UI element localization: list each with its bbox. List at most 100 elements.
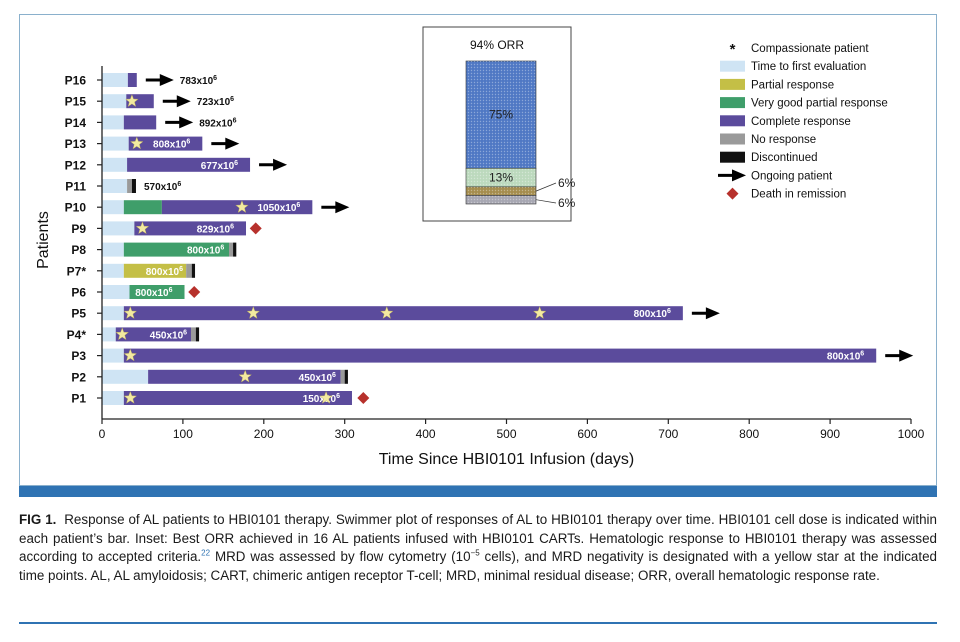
- x-tick-label: 900: [820, 427, 840, 441]
- bar-segment-time-to-first-evaluation: [102, 285, 130, 299]
- ongoing-arrow-icon: [321, 201, 350, 214]
- caption-ref[interactable]: 22: [201, 548, 211, 558]
- caption-text-3: cells), and MRD negativity is designated…: [19, 549, 937, 583]
- mrd-star-icon: [532, 306, 547, 319]
- patient-row-P6: 800x106 P6: [71, 285, 201, 300]
- death-diamond-icon: [357, 392, 370, 404]
- caption-text-1: Response of AL patients to HBI0101 thera…: [19, 512, 937, 564]
- legend-item-time-to-first-evaluation: Time to first evaluation: [720, 60, 866, 73]
- inset-leader-line: [535, 199, 557, 204]
- patient-row-P2: 450x106 P2: [71, 369, 348, 384]
- legend-swatch: [720, 78, 745, 90]
- x-tick-label: 400: [416, 427, 436, 441]
- bar-segment-time-to-first-evaluation: [102, 136, 129, 151]
- inset-label: 13%: [489, 171, 513, 185]
- inset-segment-complete-response: 75%: [465, 60, 537, 169]
- bar-segment-time-to-first-evaluation: [102, 157, 128, 172]
- legend-item-discontinued: Discontinued: [720, 151, 817, 164]
- patient-row-P14: 892x106 P14: [65, 115, 237, 130]
- legend-label: Very good partial response: [751, 98, 888, 110]
- patient-label: P14: [65, 116, 87, 130]
- legend-swatch: [720, 97, 745, 109]
- x-tick-label: 700: [658, 427, 678, 441]
- inset-segment-very-good-partial-response: 13%: [465, 167, 537, 188]
- legend-item-very-good-partial-response: Very good partial response: [720, 97, 888, 110]
- patient-row-P13: 808x106 P13: [65, 136, 240, 151]
- diamond-icon: [726, 187, 739, 200]
- x-tick-label: 300: [335, 427, 355, 441]
- patient-label: P11: [65, 180, 86, 194]
- inset-bar-texture: [466, 186, 536, 196]
- bar-segment-discontinued: [131, 179, 136, 193]
- ongoing-arrow-icon-head: [159, 74, 174, 86]
- bar-segment-very-good-partial-response: [123, 200, 162, 215]
- bottom-rule: [19, 622, 937, 624]
- bar-segment-time-to-first-evaluation: [102, 200, 124, 215]
- patient-label: P12: [65, 158, 87, 172]
- patient-label: P13: [65, 137, 87, 151]
- patient-label: P8: [71, 243, 86, 257]
- x-tick-label: 1000: [898, 427, 925, 441]
- inset-bar-texture: [466, 61, 536, 169]
- mrd-star-icon: [130, 136, 144, 150]
- legend-label: Partial response: [751, 79, 834, 91]
- mrd-star-icon: [246, 306, 261, 319]
- swimmer-chart: 783x106P16723x106P15892x106P14808x106P13…: [35, 26, 925, 468]
- bar-segment-very-good-partial-response: [129, 285, 185, 299]
- ongoing-arrow-icon-head: [899, 349, 914, 362]
- dose-label-P12: 677x106: [201, 160, 238, 172]
- patient-label: P4*: [67, 328, 87, 342]
- asterisk-icon: *: [730, 41, 736, 58]
- legend-label: Ongoing patient: [751, 170, 833, 182]
- inset-label: 75%: [489, 108, 513, 122]
- patient-label: P6: [71, 286, 86, 300]
- bar-segment-discontinued: [195, 327, 200, 342]
- legend-swatch: [720, 133, 745, 145]
- bar-segment-complete-response: [123, 391, 352, 405]
- bar-segment-complete-response: [127, 73, 137, 87]
- legend-swatch: [720, 115, 745, 127]
- bar-segment-very-good-partial-response: [123, 242, 230, 257]
- bar-segment-time-to-first-evaluation: [102, 327, 116, 342]
- patient-row-P11: 570x106 P11: [65, 179, 181, 194]
- x-tick-label: 0: [99, 427, 106, 441]
- patient-label: P3: [71, 349, 86, 363]
- patient-label: P2: [71, 370, 86, 384]
- ongoing-arrow-icon-head: [273, 158, 288, 171]
- patient-row-P4: 450x106 P4*: [67, 327, 200, 342]
- ongoing-arrow-icon: [165, 116, 194, 129]
- bar-segment-discontinued: [233, 242, 237, 257]
- dose-label-P13: 808x106: [153, 139, 190, 151]
- patient-label: P5: [71, 307, 86, 321]
- bar-segment-time-to-first-evaluation: [102, 391, 124, 405]
- inset-label: 6%: [558, 196, 576, 210]
- figure-caption: FIG 1. Response of AL patients to HBI010…: [19, 511, 937, 585]
- legend-label: Discontinued: [751, 152, 817, 164]
- mrd-star-icon: [319, 390, 333, 404]
- bar-segment-time-to-first-evaluation: [102, 115, 124, 130]
- mrd-star-icon: [123, 306, 138, 319]
- ongoing-arrow-icon-head: [705, 307, 720, 320]
- bar-segment-complete-response: [123, 306, 683, 321]
- legend-swatch: [720, 60, 745, 72]
- x-tick-label: 500: [496, 427, 516, 441]
- patient-label: P16: [65, 74, 87, 88]
- mrd-star-icon: [123, 348, 138, 362]
- mrd-star-icon: [380, 306, 394, 319]
- bar-segment-complete-response: [123, 348, 877, 363]
- patient-row-P9: 829x106 P9: [71, 221, 262, 236]
- figure-divider-band: [19, 486, 937, 497]
- bar-segment-time-to-first-evaluation: [102, 179, 128, 193]
- ongoing-arrow-icon: [259, 158, 288, 171]
- dose-label-P15: 723x106: [197, 96, 234, 108]
- patient-label: P9: [71, 222, 86, 236]
- ongoing-arrow-icon: [145, 74, 174, 86]
- legend-item-death: Death in remission: [726, 187, 846, 201]
- patient-row-P8: 800x106 P8: [71, 242, 237, 257]
- caption-text-2: MRD was assessed by flow cytometry (10: [210, 549, 471, 564]
- legend-label: Complete response: [751, 116, 851, 128]
- bar-segment-time-to-first-evaluation: [102, 369, 149, 384]
- bar-segment-time-to-first-evaluation: [102, 348, 124, 363]
- death-diamond-icon: [249, 222, 262, 235]
- death-diamond-icon: [188, 286, 201, 298]
